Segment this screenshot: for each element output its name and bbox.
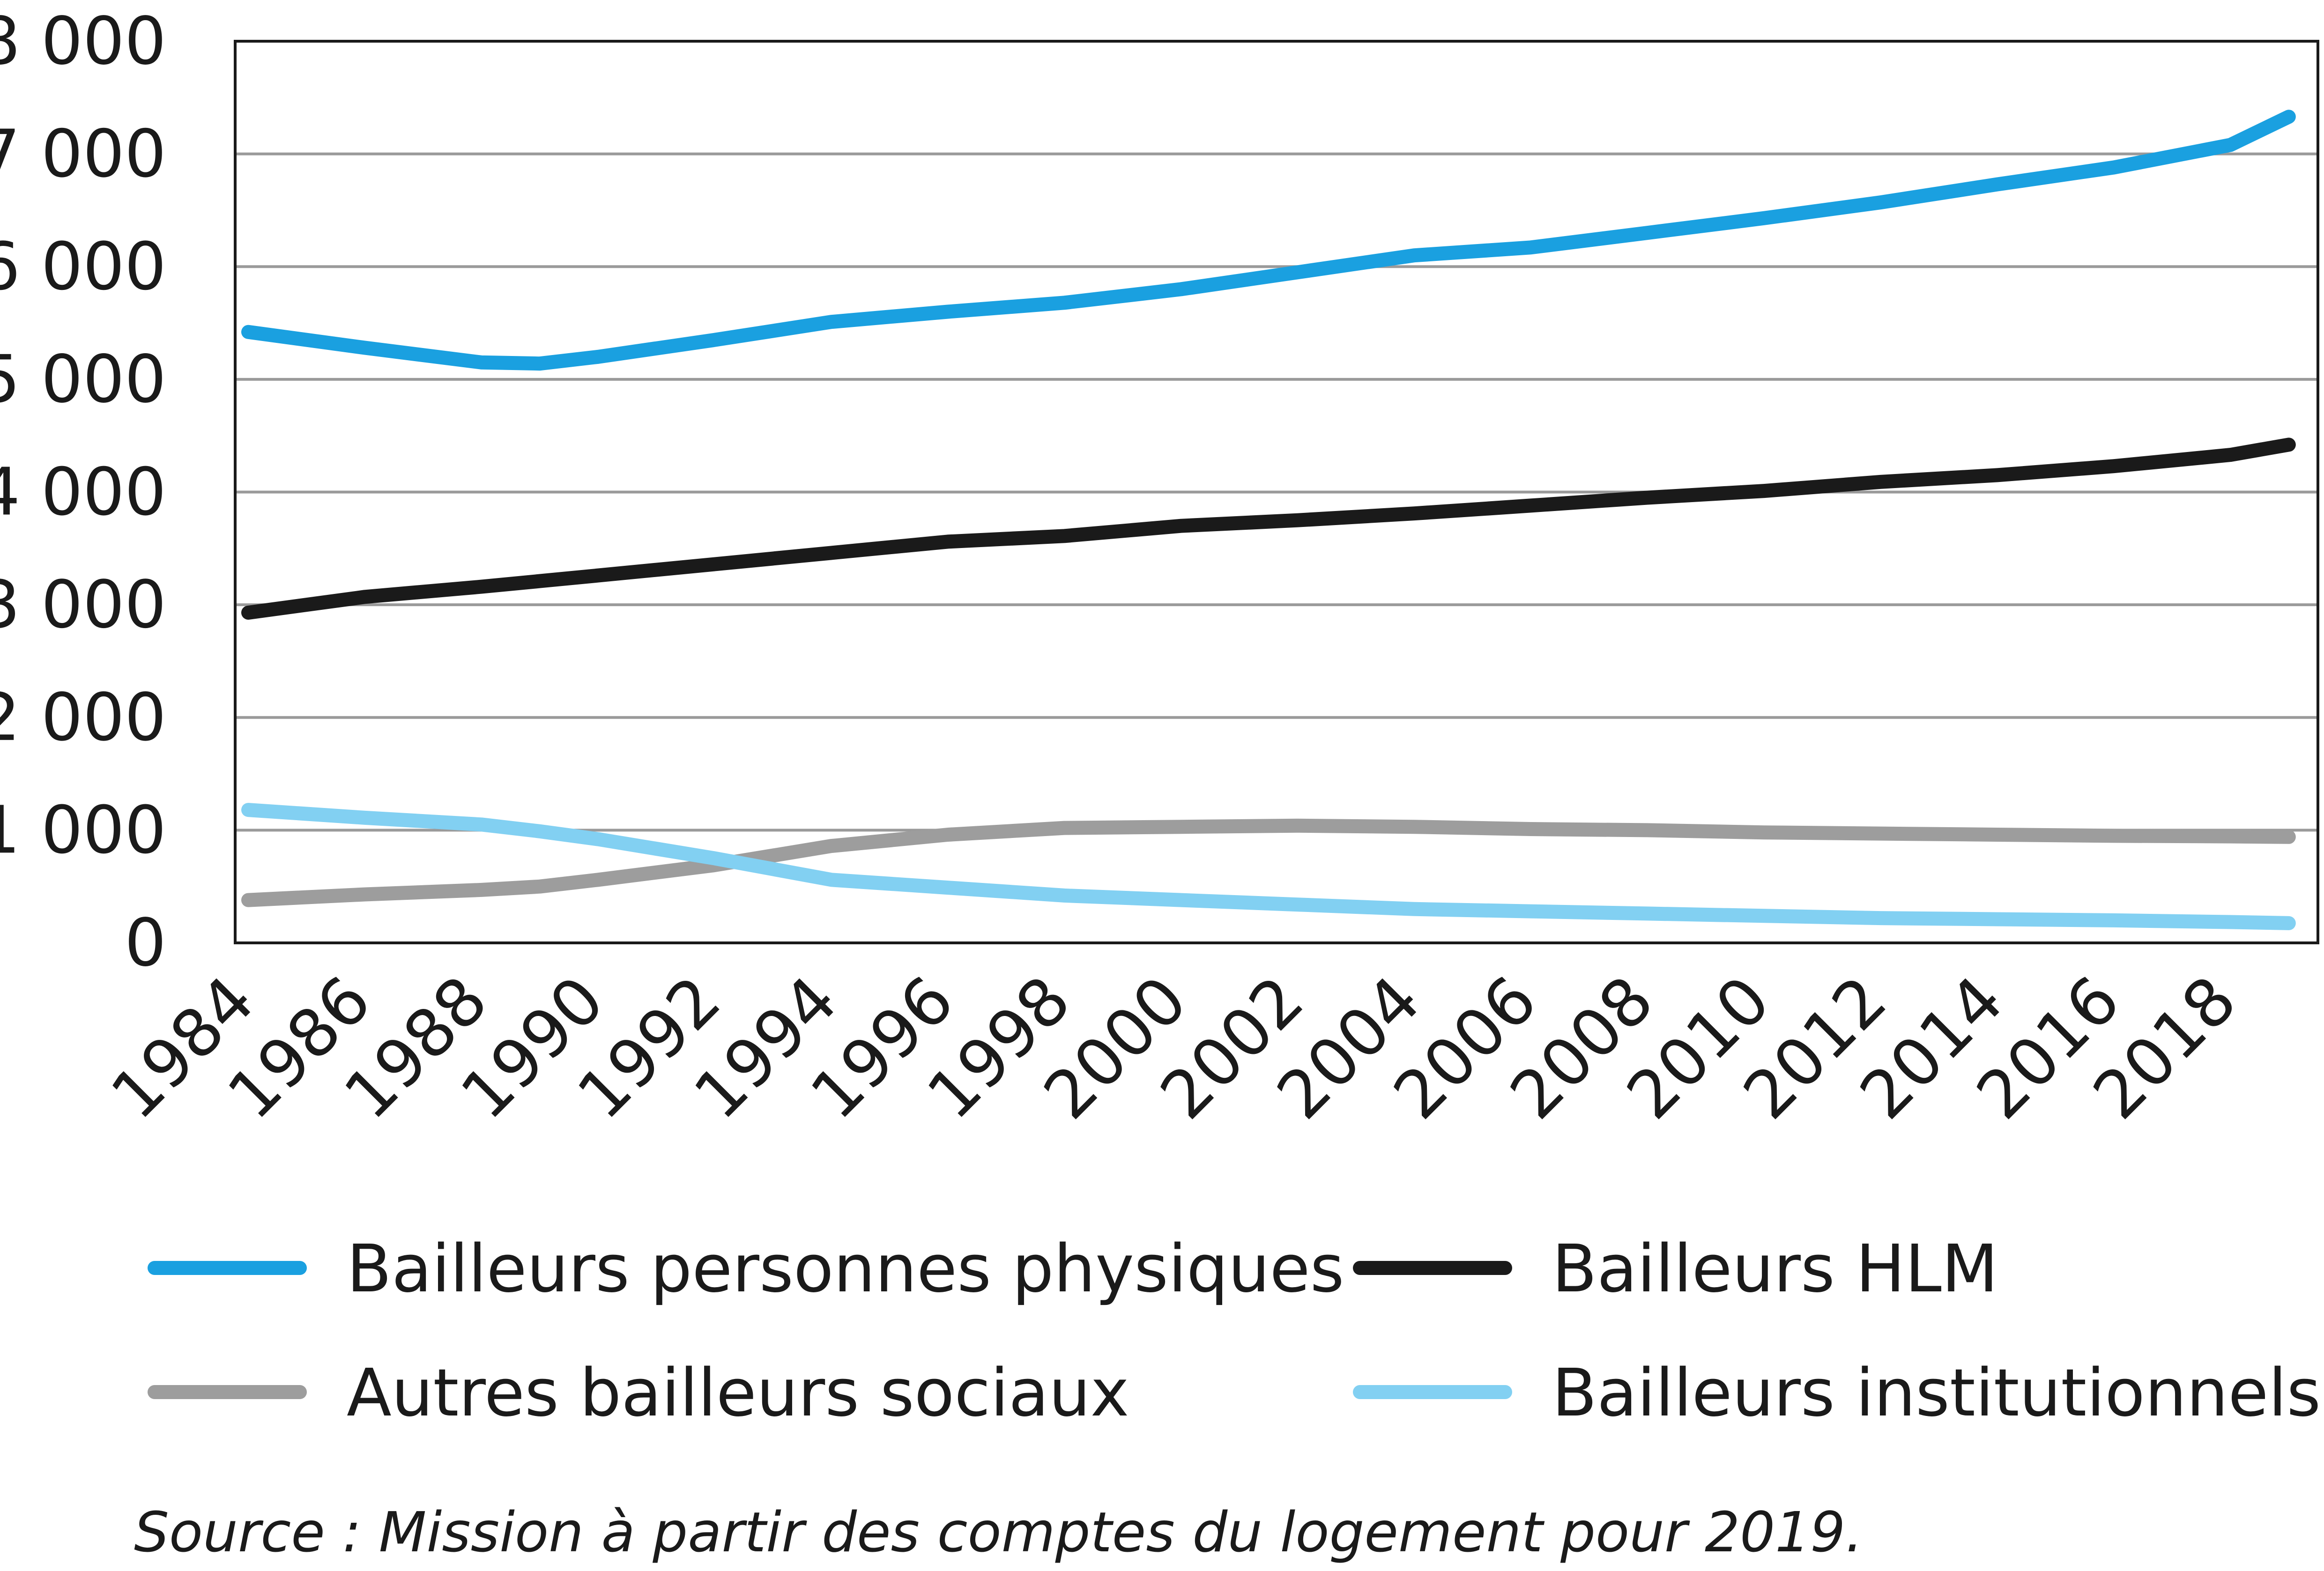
y-tick-label: 1 000	[0, 792, 166, 868]
series-line-0	[241, 110, 2296, 371]
y-tick-label: 5 000	[0, 341, 166, 418]
grid-lines	[235, 152, 2318, 832]
legend: Bailleurs personnes physiques Bailleurs H…	[148, 1231, 2321, 1431]
series-line-1	[241, 437, 2296, 620]
series-line-2	[241, 818, 2296, 907]
x-axis-ticks: 1984198619881990199219941996199820002002…	[97, 962, 2251, 1134]
legend-label: Bailleurs personnes physiques	[347, 1231, 1344, 1307]
y-tick-label: 8 000	[0, 3, 166, 80]
legend-label: Bailleurs HLM	[1552, 1231, 1998, 1307]
y-tick-label: 0	[125, 905, 166, 981]
y-tick-label: 2 000	[0, 680, 166, 756]
plot-frame	[234, 40, 2319, 944]
y-axis-ticks: 0 1 000 2 000 3 000 4 000 5 000 6 000 7 000 8 00…	[0, 3, 166, 981]
legend-label: Autres bailleurs sociaux	[347, 1355, 1129, 1431]
y-tick-label: 3 000	[0, 567, 166, 643]
y-tick-label: 6 000	[0, 229, 166, 305]
series-layer	[241, 110, 2296, 930]
source-note: Source : Mission à partir des comptes du…	[134, 1500, 1863, 1564]
y-tick-label: 4 000	[0, 454, 166, 531]
legend-label: Bailleurs institutionnels	[1552, 1355, 2321, 1431]
series-line-3	[241, 803, 2296, 930]
y-tick-label: 7 000	[0, 116, 166, 193]
